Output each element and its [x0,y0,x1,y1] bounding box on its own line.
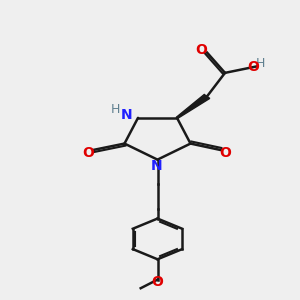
Text: O: O [152,275,164,289]
Text: O: O [247,60,259,74]
Text: O: O [82,146,94,160]
Text: H: H [255,57,265,70]
Text: N: N [121,108,132,122]
Text: N: N [151,159,163,172]
Text: H: H [111,103,120,116]
Text: O: O [219,146,231,160]
Text: O: O [196,44,208,57]
Polygon shape [176,94,210,118]
